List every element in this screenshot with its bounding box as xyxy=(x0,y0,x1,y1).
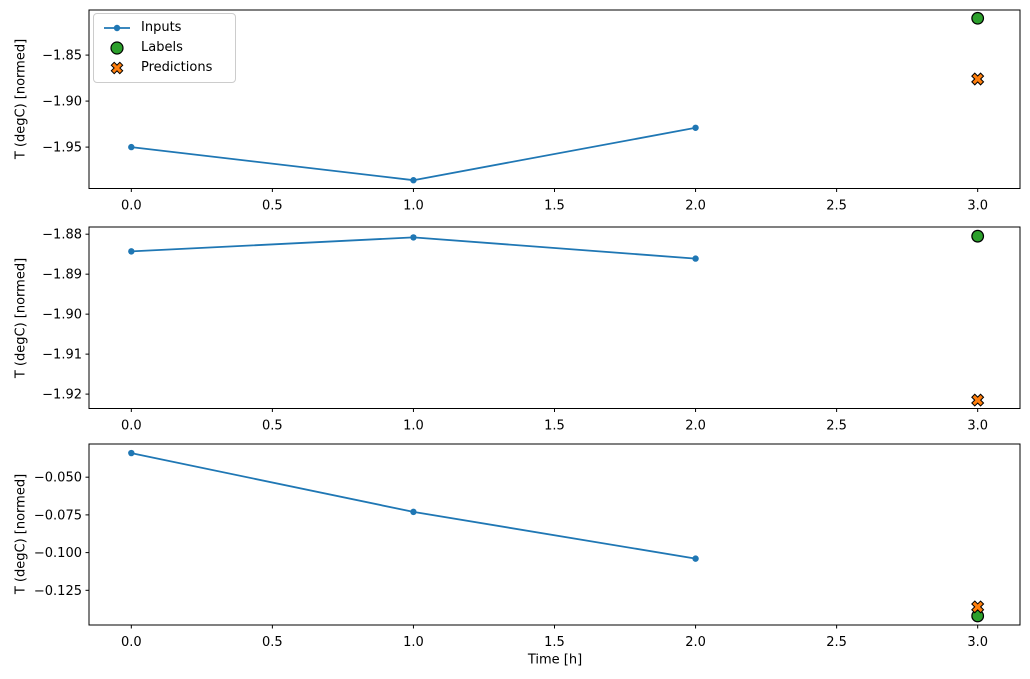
series-point-inputs xyxy=(128,449,135,457)
series-point-inputs xyxy=(692,255,699,262)
series-point-labels xyxy=(971,11,985,25)
legend-label-predictions: Predictions xyxy=(141,60,213,75)
y-tick-label: −1.91 xyxy=(42,348,82,363)
y-tick-label: −1.85 xyxy=(42,49,82,64)
legend: Inputs Labels Predictions xyxy=(93,13,236,83)
axes-frame xyxy=(88,226,1021,409)
series-line-inputs xyxy=(131,126,696,182)
series-point-predictions xyxy=(971,600,985,614)
y-tick-label: −0.050 xyxy=(34,471,82,486)
y-tick-label: −1.90 xyxy=(42,95,82,110)
y-tick-label: −1.95 xyxy=(42,141,82,156)
series-point-inputs xyxy=(128,248,135,255)
x-tick-label: 0.0 xyxy=(121,635,142,650)
y-tick-label: −0.075 xyxy=(34,508,82,523)
x-tick-label: 0.0 xyxy=(121,419,142,434)
series-point-predictions xyxy=(971,72,985,86)
axes-frame xyxy=(88,9,1021,189)
series-point-inputs xyxy=(410,234,417,241)
y-tick-label: −0.125 xyxy=(34,584,82,599)
legend-label-inputs: Inputs xyxy=(141,20,182,35)
x-tick-label: 2.5 xyxy=(826,199,847,214)
y-tick-label: −1.88 xyxy=(42,228,82,243)
series-point-inputs xyxy=(410,177,417,184)
y-tick-label: −1.92 xyxy=(42,388,82,403)
series-line-inputs xyxy=(131,452,696,560)
axes-frame xyxy=(88,443,1021,626)
x-tick-label: 0.5 xyxy=(262,419,283,434)
y-tick-label: −1.89 xyxy=(42,268,82,283)
y-tick-label: −1.90 xyxy=(42,308,82,323)
x-tick-label: 1.5 xyxy=(544,199,565,214)
x-tick-label: 2.0 xyxy=(685,199,706,214)
x-tick-label: 3.0 xyxy=(967,199,988,214)
series-point-inputs xyxy=(410,508,417,516)
x-tick-label: 0.0 xyxy=(121,199,142,214)
series-point-inputs xyxy=(692,555,699,562)
x-tick-label: 2.5 xyxy=(826,419,847,434)
y-axis-label-subplot-3: T (degC) [normed] xyxy=(13,473,29,595)
x-tick-label: 0.5 xyxy=(262,199,283,214)
x-axis-label: Time [h] xyxy=(527,652,583,668)
legend-item-predictions: Predictions xyxy=(102,60,227,76)
x-tick-label: 1.0 xyxy=(403,635,424,650)
series-point-inputs xyxy=(692,124,699,131)
legend-label-labels: Labels xyxy=(141,40,183,55)
x-tick-label: 3.0 xyxy=(967,635,988,650)
y-axis-label-subplot-2: T (degC) [normed] xyxy=(13,257,29,379)
y-tick-label: −0.100 xyxy=(34,546,82,561)
legend-item-inputs: Inputs xyxy=(102,20,227,36)
inputs-line-marker-icon xyxy=(104,24,130,32)
x-tick-label: 2.0 xyxy=(685,419,706,434)
legend-item-labels: Labels xyxy=(102,40,227,56)
labels-circle-marker-icon xyxy=(110,41,124,55)
x-tick-label: 1.0 xyxy=(403,419,424,434)
x-tick-label: 1.0 xyxy=(403,199,424,214)
x-tick-label: 3.0 xyxy=(967,419,988,434)
x-tick-label: 1.5 xyxy=(544,635,565,650)
x-tick-label: 0.5 xyxy=(262,635,283,650)
predictions-x-marker-icon xyxy=(110,61,124,75)
series-point-predictions xyxy=(971,393,985,407)
x-tick-label: 2.5 xyxy=(826,635,847,650)
y-axis-label-subplot-1: T (degC) [normed] xyxy=(13,38,29,160)
x-tick-label: 2.0 xyxy=(685,635,706,650)
series-point-labels xyxy=(971,229,985,243)
series-point-inputs xyxy=(128,143,135,151)
x-tick-label: 1.5 xyxy=(544,419,565,434)
